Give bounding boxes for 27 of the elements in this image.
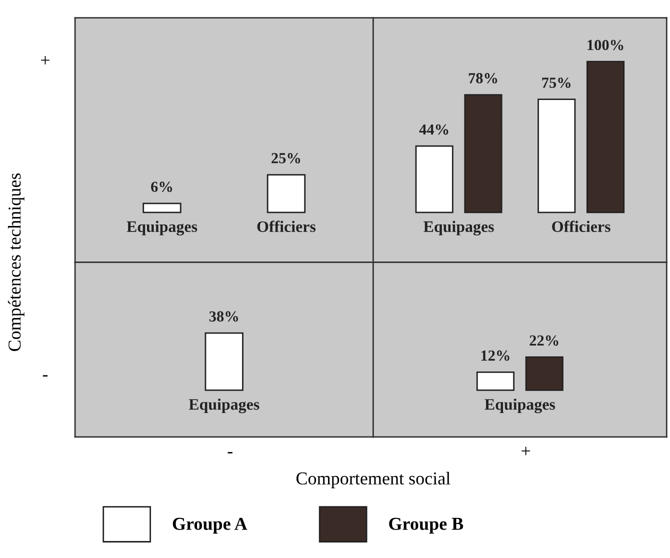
data-label: 75%: [542, 78, 570, 88]
x-tick-label: Officiers: [552, 220, 610, 232]
legend-label: Groupe A: [172, 518, 248, 534]
x-tick-label: Equipages: [188, 398, 260, 414]
data-label: 78%: [468, 73, 498, 84]
data-label: 12%: [481, 350, 510, 361]
bar: [415, 145, 454, 214]
x-tick-label: Equipages: [126, 220, 198, 236]
x-tick-label: Equipages: [484, 398, 556, 414]
data-label: 22%: [530, 335, 558, 346]
text: +: [522, 446, 530, 456]
bar: [586, 60, 625, 214]
x-tick-label: Officiers: [257, 220, 316, 232]
text: +: [41, 56, 50, 64]
text: -: [42, 375, 48, 377]
data-label: 44%: [419, 124, 448, 135]
x-tick-label: Equipages: [424, 220, 494, 236]
data-label: 25%: [272, 153, 300, 164]
data-label: 38%: [209, 311, 238, 322]
text: -: [228, 452, 232, 454]
y-axis-title: Compétences techniques: [8, 173, 24, 352]
bar: [538, 98, 576, 214]
data-label: 6%: [151, 182, 172, 192]
data-label: 100%: [588, 40, 624, 50]
x-axis-title: Comportement social: [296, 472, 450, 488]
bar: [464, 94, 502, 214]
legend-label: Groupe B: [389, 518, 464, 534]
